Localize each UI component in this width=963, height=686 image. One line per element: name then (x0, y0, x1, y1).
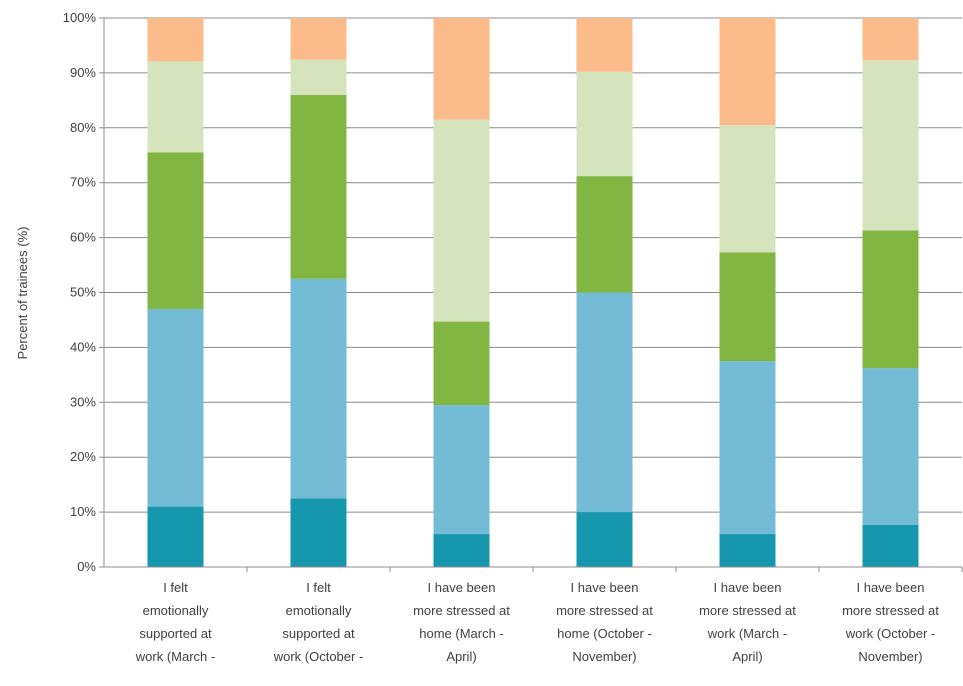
bar-segment (433, 534, 490, 567)
x-category-label: I have been more stressed at home (March -… (413, 580, 510, 664)
y-tick-label: 60% (70, 230, 96, 245)
bar-segment (433, 405, 490, 535)
bar-segment (576, 71, 633, 177)
bar-segment (147, 18, 204, 62)
bar-segment (576, 18, 633, 72)
bar-segment (290, 94, 347, 279)
bar-segment (290, 498, 347, 567)
x-category-label-line: work (March - (135, 649, 215, 664)
bar-segment (719, 534, 776, 567)
bar-segment (576, 512, 633, 567)
x-category-label: I felt emotionally supported at work (Octob… (273, 580, 364, 664)
x-category-label-line: more stressed at (556, 603, 653, 618)
x-category-label-line: supported at (139, 626, 212, 641)
bar-segment (862, 524, 919, 567)
bar-segment (147, 61, 204, 153)
y-tick-label: 50% (70, 285, 96, 300)
x-category-label-line: supported at (282, 626, 355, 641)
x-category-label-line: April) (446, 649, 476, 664)
bar-segment (576, 292, 633, 513)
x-category-label-line: work (March - (707, 626, 787, 641)
y-tick-label: 20% (70, 449, 96, 464)
bar-segment (433, 119, 490, 322)
bar-segment (290, 59, 347, 95)
y-tick-label: 70% (70, 175, 96, 190)
y-tick-labels: 0% 10% 20% 30% 40% 50% 60% 70% 80% 90% 100% (63, 10, 97, 574)
x-category-label-line: I have been (428, 580, 496, 595)
bar-segment (719, 18, 776, 126)
axes (99, 17, 963, 572)
y-tick-label: 100% (63, 10, 97, 25)
y-tick-label: 0% (77, 559, 96, 574)
x-category-labels: I felt emotionally supported at work (March… (135, 580, 940, 664)
x-category-label: I have been more stressed at home (October… (556, 580, 653, 664)
x-category-label-line: home (October - (557, 626, 652, 641)
y-tick-label: 90% (70, 65, 96, 80)
bar-segment (433, 321, 490, 406)
x-category-label-line: more stressed at (413, 603, 510, 618)
x-category-label: I have been more stressed at work (October… (842, 580, 939, 664)
bar-segment (719, 252, 776, 362)
bar-segment (290, 278, 347, 499)
x-category-label-line: work (October - (273, 649, 364, 664)
gridlines (104, 17, 962, 513)
x-category-label-line: I felt (163, 580, 188, 595)
x-category-label-line: I have been (714, 580, 782, 595)
x-category-label-line: home (March - (419, 626, 504, 641)
x-category-label-line: April) (732, 649, 762, 664)
x-category-label-line: November) (858, 649, 922, 664)
bar-segment (862, 230, 919, 369)
y-tick-label: 10% (70, 504, 96, 519)
x-category-label-line: I have been (571, 580, 639, 595)
x-category-label-line: more stressed at (699, 603, 796, 618)
x-category-label: I have been more stressed at work (March -… (699, 580, 796, 664)
bar-segment (147, 308, 204, 507)
y-axis-label: Percent of trainees (%) (15, 227, 30, 360)
bar-segment (862, 368, 919, 525)
y-tick-label: 30% (70, 394, 96, 409)
bar-segment (862, 60, 919, 231)
bar-segment (433, 18, 490, 120)
bar-segment (290, 18, 347, 60)
x-category-label-line: emotionally (286, 603, 352, 618)
bar-segment (862, 18, 919, 61)
x-category-label-line: I felt (306, 580, 331, 595)
x-category-label-line: work (October - (845, 626, 936, 641)
bar-segment (147, 152, 204, 309)
bars (147, 18, 919, 567)
y-tick-label: 40% (70, 339, 96, 354)
x-category-label-line: more stressed at (842, 603, 939, 618)
x-category-label-line: I have been (857, 580, 925, 595)
bar-segment (719, 361, 776, 535)
bar-segment (147, 506, 204, 567)
bar-segment (576, 176, 633, 293)
x-category-label-line: emotionally (143, 603, 209, 618)
x-category-label: I felt emotionally supported at work (March… (135, 580, 215, 664)
y-tick-label: 80% (70, 120, 96, 135)
x-category-label-line: November) (572, 649, 636, 664)
bar-segment (719, 125, 776, 253)
